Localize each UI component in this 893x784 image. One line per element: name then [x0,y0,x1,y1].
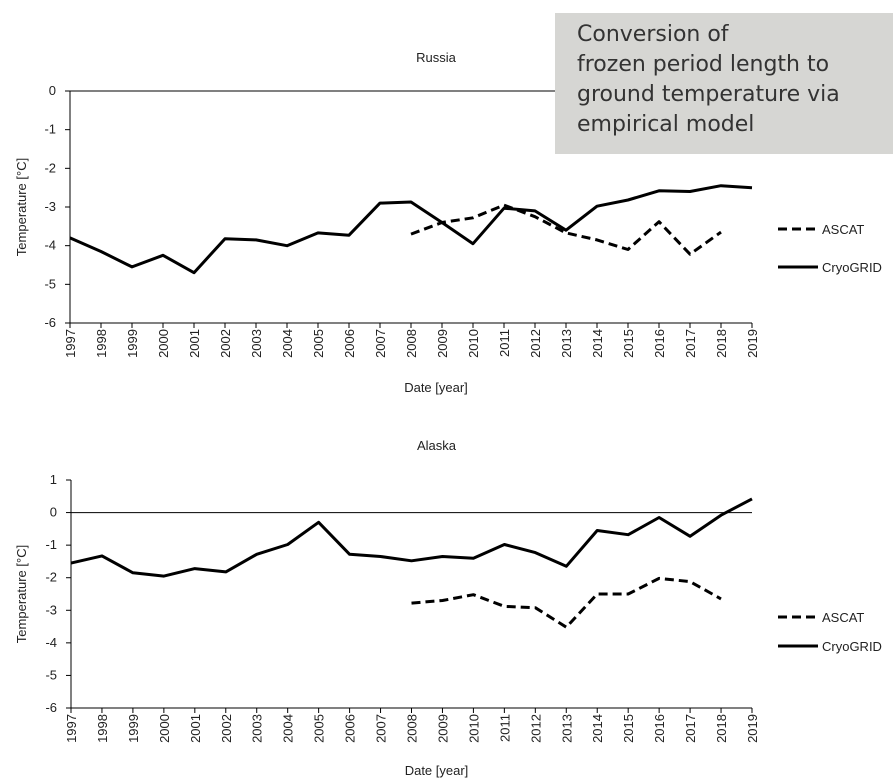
x-tick-label: 2008 [405,714,420,743]
annotation-box: Conversion of frozen period length to gr… [555,13,893,154]
x-tick-label: 2010 [466,329,481,358]
y-tick-label: -6 [45,700,57,715]
x-tick-label: 2010 [466,714,481,743]
chart-title: Alaska [417,438,457,453]
x-tick-label: 2007 [374,714,389,743]
x-tick-label: 2001 [188,714,203,743]
x-tick-label: 2016 [652,329,667,358]
x-tick-label: 2015 [621,329,636,358]
y-tick-label: 0 [49,83,56,98]
x-tick-label: 2009 [435,714,450,743]
legend-label: ASCAT [822,222,864,237]
x-tick-label: 1997 [63,329,78,358]
x-tick-label: 2011 [497,714,512,742]
y-tick-label: 0 [50,505,57,520]
x-tick-label: 2002 [218,329,233,358]
series-line [410,203,722,256]
x-tick-label: 2003 [250,714,265,743]
x-tick-label: 2007 [373,329,388,358]
x-tick-label: 2004 [280,329,295,358]
y-tick-label: -1 [45,537,57,552]
y-tick-label: -4 [45,635,57,650]
x-tick-label: 2000 [156,329,171,358]
x-tick-label: 1997 [64,714,79,743]
y-tick-label: -4 [44,238,56,253]
legend-label: CryoGRID [822,260,882,275]
x-tick-label: 2005 [312,714,327,743]
x-tick-label: 2013 [559,714,574,743]
series-line [69,184,753,275]
x-tick-label: 2006 [343,714,358,743]
x-tick-label: 2017 [683,714,698,743]
x-tick-label: 2001 [187,329,202,358]
x-tick-label: 1999 [125,329,140,358]
y-axis-title: Temperature [°C] [14,545,29,643]
legend-label: ASCAT [822,610,864,625]
y-tick-label: -5 [44,276,56,291]
x-axis-title: Date [year] [405,763,469,778]
x-tick-label: 2014 [590,714,605,743]
y-tick-label: -2 [45,570,57,585]
x-tick-label: 2012 [528,329,543,358]
x-tick-label: 2015 [621,714,636,743]
y-tick-label: -1 [44,122,56,137]
series-line [70,497,753,578]
x-tick-label: 2019 [745,714,760,743]
y-tick-label: -5 [45,667,57,682]
x-axis-title: Date [year] [404,380,468,395]
x-tick-label: 2012 [528,714,543,743]
y-tick-label: -2 [44,160,56,175]
x-tick-label: 2016 [652,714,667,743]
y-tick-label: -3 [45,602,57,617]
x-tick-label: 2003 [249,329,264,358]
x-tick-label: 2017 [683,329,698,358]
y-axis-title: Temperature [°C] [14,158,29,256]
x-tick-label: 2004 [281,714,296,743]
x-tick-label: 2002 [219,714,234,743]
x-tick-label: 1999 [126,714,141,743]
y-tick-label: -6 [44,315,56,330]
x-tick-label: 2006 [342,329,357,358]
x-tick-label: 2008 [404,329,419,358]
x-tick-label: 2009 [435,329,450,358]
x-tick-label: 2011 [497,329,512,357]
y-tick-label: 1 [50,472,57,487]
x-tick-label: 2018 [714,329,729,358]
chart-title: Russia [416,50,457,65]
x-tick-label: 2005 [311,329,326,358]
x-tick-label: 2000 [157,714,172,743]
x-tick-label: 2013 [559,329,574,358]
series-line [411,576,722,629]
x-tick-label: 1998 [95,714,110,743]
y-tick-label: -3 [44,199,56,214]
x-tick-label: 1998 [94,329,109,358]
x-tick-label: 2014 [590,329,605,358]
x-tick-label: 2018 [714,714,729,743]
legend-label: CryoGRID [822,639,882,654]
x-tick-label: 2019 [745,329,760,358]
